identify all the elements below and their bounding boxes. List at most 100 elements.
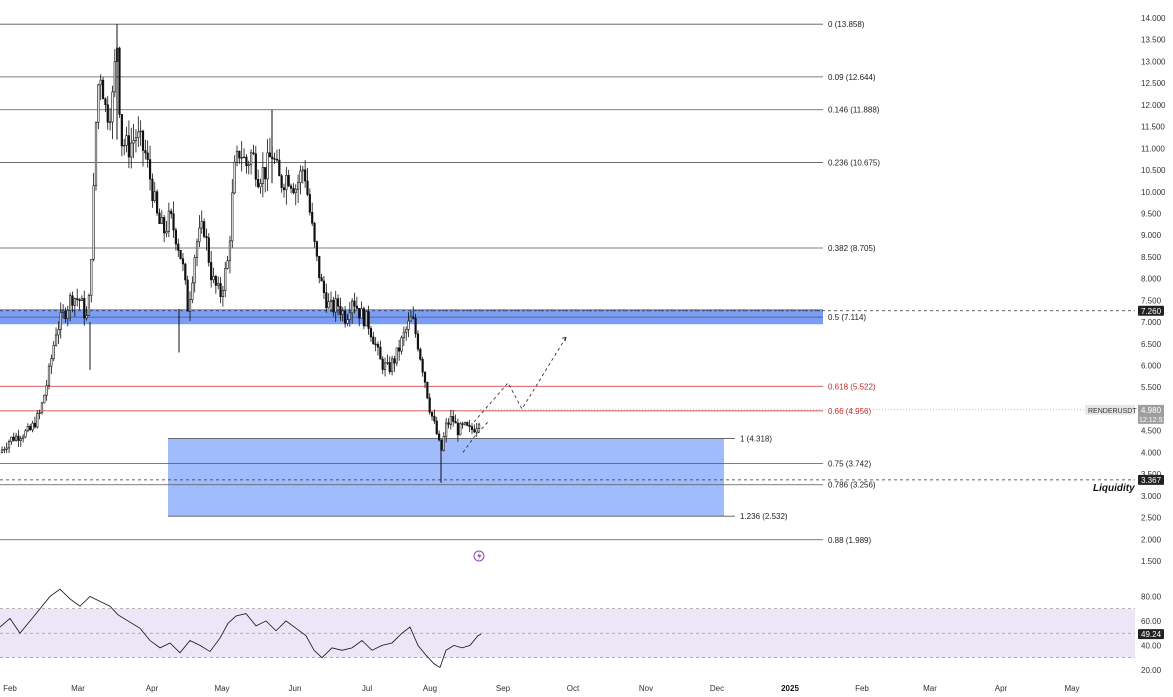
candle [445, 417, 448, 443]
candle [19, 435, 22, 447]
candle [90, 258, 93, 303]
candle [367, 305, 370, 335]
candle [193, 254, 196, 293]
candle-body [80, 298, 83, 301]
candle-body [268, 152, 272, 158]
candle-countdown: 12:12:57 [1139, 417, 1166, 424]
candle-body [22, 436, 25, 440]
candle [353, 292, 356, 314]
candle [299, 165, 302, 195]
candle-body [228, 240, 232, 262]
price-axis-label: 12.500 [1141, 79, 1166, 88]
current-price-tag-bg [1138, 404, 1164, 424]
candle-body [320, 277, 323, 282]
candles-layer [0, 24, 823, 483]
candle [398, 339, 401, 361]
candle-body [353, 300, 356, 307]
candle [456, 418, 460, 442]
candle [336, 294, 340, 316]
time-axis-label: Mar [71, 684, 85, 693]
candle-body [156, 191, 159, 214]
support-zone [168, 438, 724, 517]
candle-body [280, 175, 283, 188]
candle [85, 306, 88, 321]
candle [435, 416, 438, 435]
candle-body [339, 306, 342, 315]
candle [407, 312, 410, 338]
candle [221, 285, 225, 307]
candle [144, 139, 147, 160]
candle [250, 149, 253, 175]
candle-body [78, 299, 81, 301]
candle-body [132, 140, 135, 144]
candle [5, 442, 8, 454]
fib-label-0.236: 0.236 (10.675) [828, 158, 880, 167]
candle [132, 123, 135, 159]
candle-body [57, 329, 60, 336]
candle [395, 347, 398, 367]
time-axis-label: Apr [146, 684, 159, 693]
candle [179, 249, 182, 260]
candle-body [210, 262, 213, 281]
time-axis[interactable]: Feb Mar Apr May Jun Jul Aug Sep Oct Nov Dec 2025 Feb… [3, 684, 1079, 693]
candle [0, 446, 4, 454]
candle-body [257, 178, 260, 188]
price-axis-label: 13.500 [1141, 36, 1166, 45]
rsi-value: 49.24 [1141, 630, 1162, 639]
candle-body [470, 426, 474, 430]
price-axis-label: 9.000 [1141, 231, 1162, 240]
candle-body [224, 268, 227, 291]
time-axis-label: Oct [567, 684, 580, 693]
candle [106, 96, 109, 130]
candle-body [73, 298, 76, 306]
candle-body [475, 428, 478, 433]
candle-body [226, 260, 229, 269]
rsi-axis-label: 20.00 [1141, 666, 1162, 675]
candle-body [278, 159, 281, 177]
candle-body [261, 167, 264, 184]
candle [421, 356, 424, 377]
fib-label-0.618: 0.618 (5.522) [828, 382, 876, 391]
candle-body [137, 131, 140, 138]
zones-layer [0, 309, 823, 517]
fib-label-1.236: 1.236 (2.532) [740, 512, 788, 521]
candle-body [294, 188, 297, 194]
candle [146, 140, 149, 168]
candle-body [329, 299, 333, 303]
candle [369, 325, 373, 342]
candle [304, 160, 307, 188]
candle-body [242, 156, 246, 159]
candle [181, 252, 185, 271]
candle [177, 238, 180, 258]
candle-body [341, 310, 344, 315]
fib-label-0.146: 0.146 (11.888) [828, 106, 880, 115]
candle [130, 127, 133, 169]
candle [442, 432, 445, 452]
candle [318, 255, 321, 284]
price-axis-label: 10.000 [1141, 188, 1166, 197]
candle-body [87, 295, 91, 316]
fib-label-0.5: 0.5 (7.114) [828, 313, 866, 322]
candle [228, 235, 232, 274]
candle-body [163, 217, 166, 234]
candle [170, 208, 173, 219]
candle [38, 409, 41, 420]
candle-body [365, 311, 368, 327]
candle [54, 327, 58, 347]
candle-body [466, 422, 469, 426]
candle [264, 167, 267, 193]
candle [463, 421, 467, 426]
candle [313, 221, 316, 248]
candle-body [221, 290, 225, 297]
lightning-icon[interactable] [473, 550, 485, 562]
candle [47, 363, 51, 390]
price-axis-label: 13.000 [1141, 57, 1166, 66]
price-axis[interactable]: 14.000 13.500 13.000 12.500 12.000 11.500 11.0… [1141, 14, 1166, 675]
candle [78, 298, 81, 310]
candle [73, 297, 76, 317]
projection-path [462, 336, 567, 453]
candle [125, 126, 128, 153]
candle-body [264, 167, 267, 180]
candle-body [219, 283, 222, 297]
